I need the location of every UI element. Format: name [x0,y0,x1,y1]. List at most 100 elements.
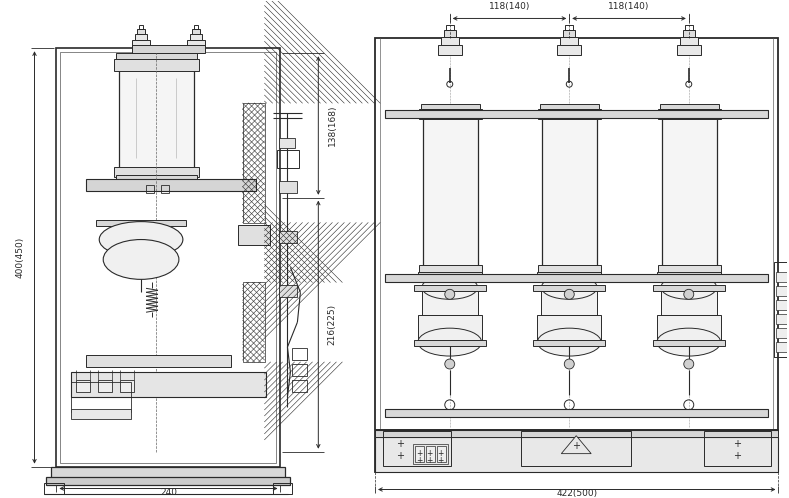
Text: +: + [427,449,433,458]
Text: +: + [732,439,741,449]
Bar [146,185,154,193]
Ellipse shape [99,222,183,257]
Bar [413,444,448,464]
Bar [190,34,202,40]
Text: 118(140): 118(140) [608,2,649,11]
Bar [422,288,477,315]
Bar [540,274,599,279]
Bar [47,477,290,485]
Text: 400(450): 400(450) [16,237,25,278]
Bar [279,231,297,243]
Bar [441,37,458,45]
Bar [680,37,697,45]
Bar [657,315,720,342]
Bar [446,25,454,30]
Bar [414,340,485,346]
Ellipse shape [541,275,597,299]
Bar [119,63,194,173]
Circle shape [445,289,454,299]
Bar [375,437,779,472]
Bar [114,59,199,71]
Bar [237,225,270,245]
Bar [414,285,485,291]
Bar [418,315,481,342]
Bar [71,382,131,412]
Ellipse shape [661,275,716,299]
Bar [135,34,147,40]
Bar [139,25,143,29]
Bar [293,348,308,360]
Bar [86,179,256,191]
Bar [660,104,719,109]
Bar [375,38,779,472]
Text: +: + [572,441,580,451]
Bar [96,220,186,226]
Text: 118(140): 118(140) [489,2,530,11]
Bar [657,272,720,282]
Bar [426,446,435,462]
Bar [662,113,716,267]
Bar [541,288,597,315]
Bar [563,30,575,37]
Bar [133,265,149,271]
Bar [661,288,716,315]
Text: +: + [438,449,444,458]
Bar [560,37,578,45]
Bar [776,328,788,338]
Bar [538,109,601,119]
Bar [114,167,199,177]
Bar [77,380,90,392]
Bar [293,364,308,376]
Text: 240: 240 [160,489,177,498]
Bar [421,104,480,109]
Bar [421,274,480,279]
Text: +: + [732,451,741,461]
Bar [776,286,788,296]
Ellipse shape [537,328,601,356]
Bar [522,431,631,466]
Bar [120,380,134,392]
Text: 422(500): 422(500) [556,490,597,498]
Bar [99,380,112,392]
Bar [704,431,772,466]
Bar [86,355,230,367]
Bar [557,45,581,55]
Bar [437,446,446,462]
Bar [375,429,779,437]
Bar [540,104,599,109]
Bar [776,300,788,310]
Text: +: + [396,439,404,449]
Bar [116,175,196,181]
Bar [383,431,451,466]
Bar [682,30,695,37]
Text: +: + [438,456,444,465]
Bar [776,272,788,282]
Bar [51,467,286,479]
Text: 216(225): 216(225) [327,304,337,345]
Bar [278,150,299,168]
Bar [537,315,601,342]
Circle shape [564,289,574,299]
Bar [71,409,131,419]
Bar [419,265,481,275]
Bar [279,285,297,297]
Bar [443,30,456,37]
Text: +: + [427,456,433,465]
Polygon shape [561,436,591,454]
Ellipse shape [422,275,477,299]
Bar [653,285,724,291]
Bar [537,272,601,282]
Bar [658,109,720,119]
Ellipse shape [657,328,720,356]
Bar [533,340,605,346]
Bar [194,25,198,29]
Bar [187,40,205,48]
Bar [279,181,297,193]
Bar [272,483,293,495]
Bar [552,280,587,290]
Bar [419,109,481,119]
Bar [132,45,205,53]
Bar [677,45,701,55]
Bar [56,48,280,467]
Bar [418,272,481,282]
